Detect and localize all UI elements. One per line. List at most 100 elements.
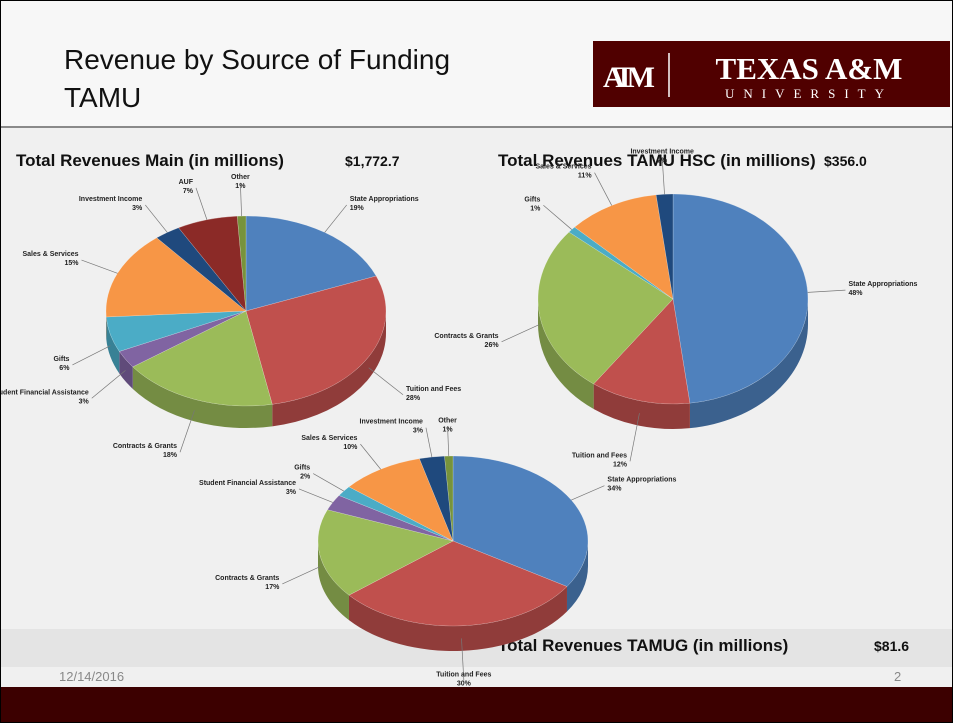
slice-value-label: 2% xyxy=(657,158,668,165)
slice-label: State Appropriations xyxy=(350,196,419,203)
slice-label: Gifts xyxy=(53,356,69,363)
leader-line xyxy=(91,370,126,399)
leader-line xyxy=(313,473,344,492)
leader-line xyxy=(145,204,168,233)
slice-side xyxy=(132,366,273,428)
slice-value-label: 1% xyxy=(443,426,454,433)
chart-total: $1,772.7 xyxy=(345,153,400,169)
slice-label: Tuition and Fees xyxy=(406,386,461,393)
slice-value-label: 1% xyxy=(235,183,246,190)
leader-line xyxy=(661,157,665,195)
slice-label: AUF xyxy=(179,179,194,186)
slice-side xyxy=(538,299,594,409)
leader-line xyxy=(195,187,208,220)
slice xyxy=(568,226,674,300)
slice-label: Contracts & Grants xyxy=(113,443,177,450)
slice-side xyxy=(119,351,133,389)
slice xyxy=(574,194,674,300)
slice-value-label: 7% xyxy=(183,188,194,195)
leader-line xyxy=(368,367,404,396)
slice xyxy=(655,193,674,300)
slice-value-label: 3% xyxy=(286,489,297,496)
slice-label: Sales & Services xyxy=(301,435,357,442)
slice xyxy=(593,298,691,405)
date: 12/14/2016 xyxy=(59,669,125,684)
slice xyxy=(327,495,454,542)
leader-line xyxy=(240,182,242,217)
slice-value-label: 28% xyxy=(406,395,421,402)
slice-label: Gifts xyxy=(294,465,310,472)
slice-value-label: 15% xyxy=(65,260,80,267)
slice-label: Other xyxy=(438,417,457,424)
slice-label: Other xyxy=(231,174,250,181)
slice xyxy=(452,455,589,587)
chart-title: Total Revenues Main (in millions) xyxy=(16,151,284,170)
slice-label: Contracts & Grants xyxy=(215,575,279,582)
slice-label: Tuition and Fees xyxy=(436,672,491,679)
slice-value-label: 1% xyxy=(530,205,541,212)
slice xyxy=(537,231,674,385)
slice xyxy=(106,310,247,352)
slice-value-label: 30% xyxy=(457,681,472,688)
leader-line xyxy=(72,345,111,366)
slice-side xyxy=(318,541,349,621)
leader-line xyxy=(298,488,333,503)
slice-value-label: 11% xyxy=(578,173,592,180)
slice-label: Student Financial Assistance xyxy=(199,480,296,487)
leader-line xyxy=(571,485,605,501)
slice xyxy=(444,455,454,542)
slice xyxy=(132,310,273,407)
slice-value-label: 3% xyxy=(132,205,143,212)
slice-value-label: 3% xyxy=(79,398,90,405)
slice-label: Investment Income xyxy=(360,419,424,426)
logo-box xyxy=(593,41,950,107)
leader-line xyxy=(81,259,118,274)
slice xyxy=(348,540,568,627)
slice-value-label: 26% xyxy=(485,342,500,349)
slice-side xyxy=(593,383,690,430)
leader-line xyxy=(179,410,195,453)
leader-line xyxy=(282,566,320,585)
slice-label: Student Financial Assistance xyxy=(1,389,89,396)
slice-side xyxy=(348,586,567,651)
slice-value-label: 10% xyxy=(343,444,358,451)
footer-bar xyxy=(1,687,952,722)
slice xyxy=(118,310,247,368)
leader-line xyxy=(501,324,540,343)
leader-line xyxy=(594,172,613,206)
slice-side xyxy=(566,541,588,612)
slice-label: Sales & Services xyxy=(536,164,592,171)
slice-label: Investment Income xyxy=(79,196,143,203)
slice-value-label: 3% xyxy=(413,428,424,435)
leader-line xyxy=(807,289,846,293)
slice xyxy=(672,193,809,404)
slice-value-label: 2% xyxy=(300,474,311,481)
slice-label: Investment Income xyxy=(630,149,694,156)
slice-value-label: 18% xyxy=(163,452,178,459)
slice xyxy=(245,275,387,405)
slice-value-label: 19% xyxy=(350,205,365,212)
chart-total: $81.6 xyxy=(874,638,909,654)
slice-value-label: 12% xyxy=(613,461,628,468)
slice-label: Tuition and Fees xyxy=(572,452,627,459)
slice-side xyxy=(272,311,386,427)
slice xyxy=(245,215,377,312)
slice-value-label: 6% xyxy=(59,365,70,372)
slice-label: Gifts xyxy=(524,196,540,203)
slice-side xyxy=(689,299,808,429)
slice-label: State Appropriations xyxy=(607,477,676,484)
leader-line xyxy=(447,426,450,457)
chart-total: $356.0 xyxy=(824,153,867,169)
slice-value-label: 17% xyxy=(265,584,280,591)
leader-line xyxy=(360,443,381,470)
leader-line xyxy=(425,427,433,458)
chart-title: Total Revenues TAMUG (in millions) xyxy=(498,636,788,655)
leader-line xyxy=(543,204,572,230)
leader-line xyxy=(629,413,640,462)
slice-side xyxy=(106,316,120,374)
slice-label: Contracts & Grants xyxy=(434,333,498,340)
chart-title: Total Revenues TAMU HSC (in millions) xyxy=(498,151,816,170)
leader-line xyxy=(324,204,347,233)
